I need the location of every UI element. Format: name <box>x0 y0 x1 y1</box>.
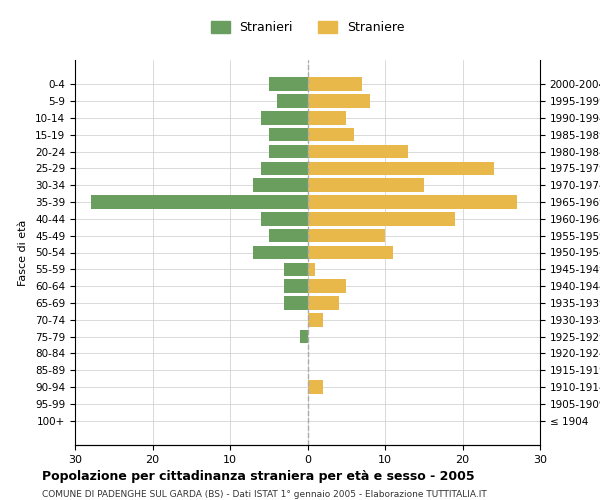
Bar <box>308 78 362 91</box>
Bar <box>308 296 338 310</box>
Bar <box>261 212 308 226</box>
Bar <box>308 94 370 108</box>
Bar <box>308 246 393 259</box>
Text: COMUNE DI PADENGHE SUL GARDA (BS) - Dati ISTAT 1° gennaio 2005 - Elaborazione TU: COMUNE DI PADENGHE SUL GARDA (BS) - Dati… <box>42 490 487 499</box>
Bar <box>277 94 308 108</box>
Bar <box>269 229 308 242</box>
Bar <box>308 380 323 394</box>
Bar <box>284 280 308 293</box>
Bar <box>261 111 308 124</box>
Bar <box>308 280 346 293</box>
Text: Popolazione per cittadinanza straniera per età e sesso - 2005: Popolazione per cittadinanza straniera p… <box>42 470 475 483</box>
Bar <box>269 128 308 141</box>
Bar <box>308 196 517 209</box>
Bar <box>308 262 315 276</box>
Bar <box>308 162 493 175</box>
Bar <box>308 229 385 242</box>
Bar <box>91 196 308 209</box>
Bar <box>284 296 308 310</box>
Bar <box>308 145 408 158</box>
Bar <box>308 128 354 141</box>
Bar <box>308 212 455 226</box>
Bar <box>269 78 308 91</box>
Bar <box>269 145 308 158</box>
Bar <box>261 162 308 175</box>
Bar <box>284 262 308 276</box>
Bar <box>300 330 308 344</box>
Bar <box>253 178 308 192</box>
Legend: Stranieri, Straniere: Stranieri, Straniere <box>206 16 409 39</box>
Bar <box>253 246 308 259</box>
Bar <box>308 178 424 192</box>
Bar <box>308 111 346 124</box>
Y-axis label: Fasce di età: Fasce di età <box>18 220 28 286</box>
Bar <box>308 313 323 326</box>
